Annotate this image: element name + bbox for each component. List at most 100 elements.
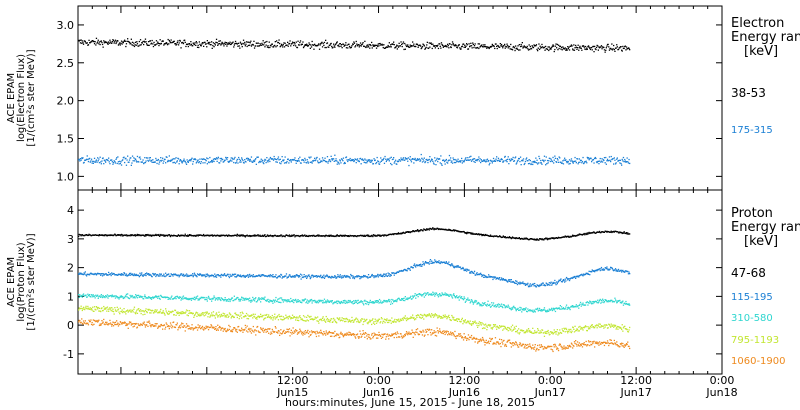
data-point: [131, 274, 133, 276]
data-point: [290, 161, 292, 163]
data-point: [95, 44, 97, 46]
data-point: [369, 161, 371, 163]
data-point: [481, 44, 483, 46]
data-point: [550, 48, 552, 50]
data-point: [197, 235, 199, 237]
data-point: [553, 238, 555, 240]
data-point: [179, 275, 181, 277]
data-point: [456, 266, 459, 268]
data-point: [504, 156, 506, 158]
data-point: [439, 262, 441, 265]
data-point: [485, 160, 487, 163]
data-point: [418, 158, 421, 160]
data-point: [125, 164, 128, 166]
data-point: [333, 43, 335, 45]
data-point: [586, 232, 588, 234]
data-point: [103, 40, 105, 42]
data-point: [249, 299, 251, 302]
data-point: [445, 261, 447, 263]
data-point: [126, 40, 128, 42]
data-point: [380, 273, 382, 276]
data-point: [212, 158, 215, 160]
data-point: [587, 157, 589, 160]
data-point: [124, 161, 126, 164]
data-point: [572, 48, 574, 50]
data-point: [404, 232, 406, 234]
data-point: [575, 305, 577, 308]
data-point: [603, 231, 606, 233]
data-point: [470, 155, 472, 157]
data-point: [312, 44, 314, 46]
data-point: [215, 313, 217, 315]
data-point: [344, 44, 346, 46]
data-point: [133, 42, 135, 44]
data-point: [230, 299, 232, 301]
data-point: [345, 276, 347, 278]
data-point: [142, 314, 144, 316]
data-point: [497, 45, 500, 47]
data-point: [133, 45, 136, 48]
data-point: [250, 156, 253, 158]
data-point: [617, 232, 620, 234]
data-point: [261, 159, 264, 161]
data-point: [504, 307, 506, 309]
data-point: [295, 45, 297, 47]
data-point: [447, 293, 449, 296]
data-point: [228, 312, 231, 314]
data-point: [226, 234, 228, 236]
data-point: [538, 239, 540, 241]
data-point: [620, 162, 622, 165]
data-point: [191, 157, 193, 159]
data-point: [456, 46, 458, 48]
data-point: [111, 296, 113, 298]
data-point: [91, 309, 93, 311]
data-point: [272, 302, 274, 304]
data-point: [254, 235, 256, 237]
data-point: [548, 284, 550, 286]
data-point: [253, 159, 255, 162]
data-point: [242, 299, 244, 301]
data-point: [321, 299, 323, 302]
data-point: [374, 300, 376, 302]
data-point: [263, 160, 265, 162]
data-point: [124, 272, 126, 275]
data-point: [522, 281, 524, 283]
data-point: [184, 297, 186, 300]
data-point: [399, 233, 402, 235]
data-point: [134, 44, 136, 46]
data-point: [198, 41, 200, 43]
data-point: [551, 237, 554, 239]
data-point: [83, 272, 85, 274]
data-point: [242, 39, 245, 41]
data-point: [428, 228, 430, 230]
data-point: [378, 163, 381, 165]
data-point: [306, 162, 308, 164]
data-point: [409, 46, 411, 48]
data-point: [300, 278, 302, 280]
data-point: [486, 47, 488, 49]
data-point: [284, 275, 286, 277]
data-point: [217, 43, 219, 45]
data-point: [543, 308, 545, 311]
data-point: [619, 159, 622, 161]
data-point: [280, 273, 282, 276]
data-point: [304, 157, 306, 160]
data-point: [225, 275, 227, 277]
data-point: [382, 275, 384, 278]
data-point: [437, 227, 439, 230]
data-point: [525, 237, 527, 239]
data-point: [370, 159, 372, 161]
data-point: [111, 41, 113, 43]
data-point: [150, 298, 153, 300]
data-point: [435, 159, 438, 161]
data-point: [166, 42, 168, 44]
data-point: [548, 160, 550, 162]
data-point: [504, 305, 506, 307]
data-point: [158, 312, 161, 314]
data-point: [269, 156, 272, 159]
data-point: [568, 307, 570, 310]
data-point: [464, 44, 466, 46]
data-point: [470, 299, 473, 301]
data-point: [471, 233, 473, 235]
data-point: [352, 303, 354, 305]
